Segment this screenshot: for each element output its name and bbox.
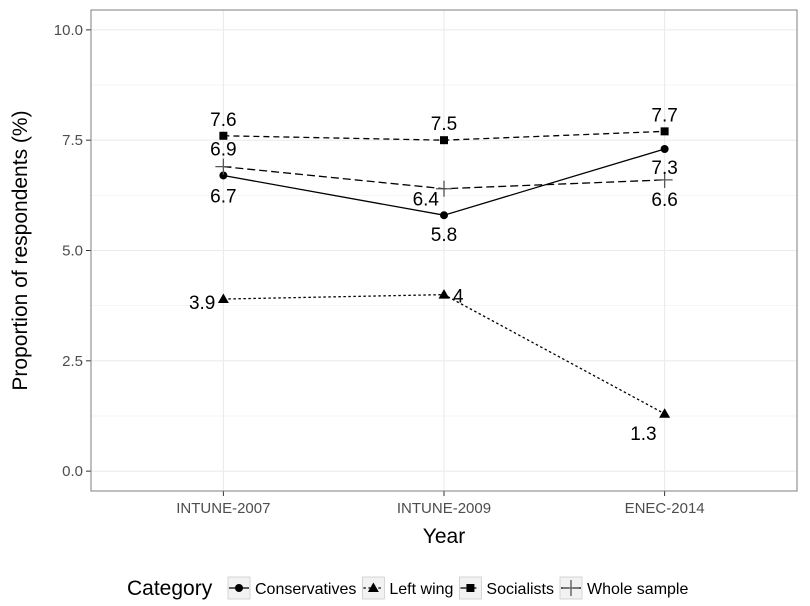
data-label-whole-sample: 6.9 [210, 140, 236, 161]
point-whole-sample [656, 171, 673, 188]
legend-key-socialists [459, 576, 482, 600]
legend-title: Category [127, 577, 213, 600]
x-tick-label: ENEC-2014 [625, 500, 705, 517]
x-tick-label: INTUNE-2009 [397, 500, 491, 517]
y-tick-label: 10.0 [54, 22, 83, 39]
data-label-conservatives: 6.7 [210, 186, 236, 207]
series-layer [215, 127, 673, 418]
point-conservatives [219, 171, 228, 180]
point-conservatives [440, 211, 448, 220]
series-left-wing [217, 289, 671, 418]
panel-border [90, 9, 798, 492]
point-socialists [440, 136, 448, 145]
legend-key-marker [563, 580, 579, 596]
data-label-socialists: 7.5 [431, 114, 457, 135]
legend-label-socialists: Socialists [486, 581, 554, 598]
y-tick-label: 2.5 [62, 353, 83, 370]
series-conservatives [219, 145, 669, 220]
point-socialists [660, 127, 669, 136]
legend-key-marker [466, 584, 475, 592]
data-label-whole-sample: 6.4 [413, 190, 440, 211]
y-tick-label: 7.5 [62, 132, 83, 149]
legend-label-conservatives: Conservatives [255, 581, 356, 598]
point-whole-sample [436, 180, 452, 197]
y-tick-label: 0.0 [62, 463, 83, 480]
point-whole-sample [215, 158, 232, 175]
legend-key-marker [367, 582, 379, 592]
data-label-left-wing: 3.9 [189, 293, 215, 314]
data-label-conservatives: 7.3 [651, 158, 677, 179]
data-label-conservatives: 5.8 [431, 225, 457, 246]
point-conservatives [660, 145, 669, 154]
point-left-wing [659, 408, 671, 418]
data-label-left-wing: 4 [453, 287, 464, 308]
legend-key-whole-sample [559, 576, 583, 600]
data-label-whole-sample: 6.6 [651, 190, 677, 211]
legend-label-whole-sample: Whole sample [587, 581, 688, 598]
series-whole-sample [215, 158, 673, 197]
legend-key-left-wing [361, 576, 385, 600]
legend-key-conservatives [227, 576, 251, 600]
x-axis-title: Year [423, 525, 465, 548]
legend-key-marker [235, 584, 243, 592]
data-labels: 6.7 5.8 7.3 3.9 4 1.3 7.6 7.5 7.7 6.9 6.4 6.6 [189, 105, 678, 444]
y-axis-title: Proportion of respondents (%) [9, 110, 32, 390]
legend: Category Conservatives Left wing Socialist… [127, 576, 688, 600]
data-label-socialists: 7.6 [210, 110, 236, 131]
x-tick-label: INTUNE-2007 [176, 500, 270, 517]
y-tick-label: 5.0 [62, 243, 83, 260]
axes: 0.0 2.5 5.0 7.5 10.0 INTUNE-2007 INTUNE-2009 EN… [54, 9, 798, 517]
data-label-left-wing: 1.3 [630, 424, 656, 445]
point-left-wing [217, 293, 229, 304]
series-socialists [219, 127, 669, 145]
legend-label-left-wing: Left wing [389, 581, 453, 598]
data-label-socialists: 7.7 [651, 105, 677, 126]
point-socialists [219, 131, 228, 140]
point-left-wing [438, 289, 450, 299]
